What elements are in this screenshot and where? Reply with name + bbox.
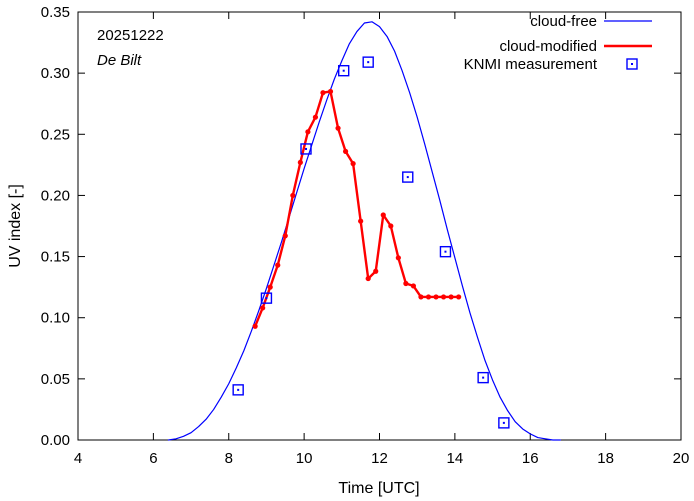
legend-label-cloud-free: cloud-free <box>530 13 597 30</box>
y-tick-label: 0.20 <box>41 187 70 204</box>
data-point-cloud-modified <box>456 294 462 300</box>
data-point-cloud-modified <box>327 88 334 95</box>
data-point-cloud-modified <box>448 294 454 300</box>
data-point-cloud-modified <box>440 294 447 300</box>
date-label: 20251222 <box>97 27 164 44</box>
marker-dot <box>502 421 505 424</box>
data-point-cloud-modified <box>320 90 326 96</box>
location-label: De Bilt <box>97 52 142 69</box>
legend-label-knmi-measurement: KNMI measurement <box>464 56 598 73</box>
marker-square <box>362 56 374 68</box>
data-point-cloud-modified <box>290 192 296 199</box>
series-line-cloud-modified <box>253 90 460 328</box>
x-tick-label: 8 <box>225 450 233 467</box>
marker-square <box>260 292 273 304</box>
series-line-cloud-free <box>167 21 562 441</box>
y-tick-label: 0.25 <box>41 126 70 143</box>
data-marker-knmi-measurement <box>232 384 244 396</box>
y-tick-label: 0.30 <box>41 65 70 82</box>
data-point-cloud-modified <box>358 218 364 224</box>
marker-square <box>498 417 510 429</box>
data-marker-knmi-measurement <box>498 417 510 429</box>
x-axis-title: Time [UTC] <box>338 480 419 497</box>
data-point-cloud-modified <box>433 294 439 300</box>
data-point-cloud-modified <box>252 323 258 329</box>
data-point-cloud-modified <box>305 129 311 135</box>
marker-square <box>232 384 244 396</box>
marker-square <box>337 64 350 77</box>
data-marker-knmi-measurement <box>402 171 414 183</box>
x-tick-label: 4 <box>74 450 82 467</box>
data-point-cloud-modified <box>312 114 319 120</box>
data-point-cloud-modified <box>297 159 303 166</box>
data-point-cloud-modified <box>335 125 341 131</box>
data-point-cloud-modified <box>342 148 349 155</box>
marker-square <box>402 171 414 183</box>
data-point-cloud-modified <box>373 268 379 274</box>
axis-ticks: 4 6 8 10 12 14 16 18 20 0.00 0.05 0.10 0.15 0.20 0.25 0… <box>41 4 690 467</box>
plot-area <box>77 11 682 441</box>
marker-square <box>477 371 489 384</box>
data-point-cloud-modified <box>410 283 417 289</box>
marker-dot <box>444 250 447 253</box>
legend: cloud-free cloud-modified KNMI measureme… <box>464 13 652 73</box>
x-tick-label: 14 <box>447 450 464 467</box>
data-point-cloud-modified <box>350 161 356 167</box>
data-point-cloud-modified <box>365 275 371 282</box>
x-tick-label: 12 <box>371 450 388 467</box>
data-point-cloud-modified <box>260 305 266 311</box>
marker-dot <box>367 61 370 64</box>
marker-dot <box>237 388 240 391</box>
y-tick-label: 0.10 <box>41 310 70 327</box>
data-point-cloud-modified <box>380 212 386 218</box>
marker-square <box>439 245 452 258</box>
y-tick-label: 0.15 <box>41 249 70 266</box>
marker-dot <box>342 69 345 72</box>
legend-label-cloud-modified: cloud-modified <box>499 38 597 55</box>
x-tick-label: 20 <box>673 450 690 467</box>
x-tick-label: 18 <box>597 450 614 467</box>
data-point-cloud-modified <box>425 294 432 300</box>
data-marker-knmi-measurement <box>260 292 273 304</box>
data-point-cloud-modified <box>388 223 394 229</box>
data-marker-knmi-measurement <box>362 56 374 68</box>
y-tick-label: 0.05 <box>41 371 70 388</box>
data-point-cloud-modified <box>275 262 281 268</box>
legend-swatch-knmi-dot <box>631 63 633 65</box>
data-point-cloud-modified <box>418 294 424 300</box>
y-tick-label: 0.35 <box>41 4 70 21</box>
x-tick-label: 16 <box>522 450 539 467</box>
marker-dot <box>305 147 308 150</box>
data-point-cloud-modified <box>282 233 288 239</box>
data-point-cloud-modified <box>403 280 409 287</box>
marker-square <box>300 143 312 155</box>
data-point-cloud-modified <box>395 255 401 261</box>
y-tick-label: 0.00 <box>41 432 70 449</box>
data-marker-knmi-measurement <box>337 64 350 77</box>
legend-swatch-knmi-measurement <box>626 58 638 70</box>
marker-dot <box>406 176 409 179</box>
data-marker-knmi-measurement <box>300 143 312 155</box>
marker-dot <box>482 376 485 379</box>
x-tick-label: 6 <box>149 450 157 467</box>
data-marker-knmi-measurement <box>477 371 489 384</box>
x-tick-label: 10 <box>296 450 313 467</box>
data-marker-knmi-measurement <box>439 245 452 258</box>
y-axis-title: UV index [-] <box>7 184 24 268</box>
marker-dot <box>265 297 268 300</box>
series-layer <box>167 21 562 441</box>
data-point-cloud-modified <box>267 284 273 290</box>
